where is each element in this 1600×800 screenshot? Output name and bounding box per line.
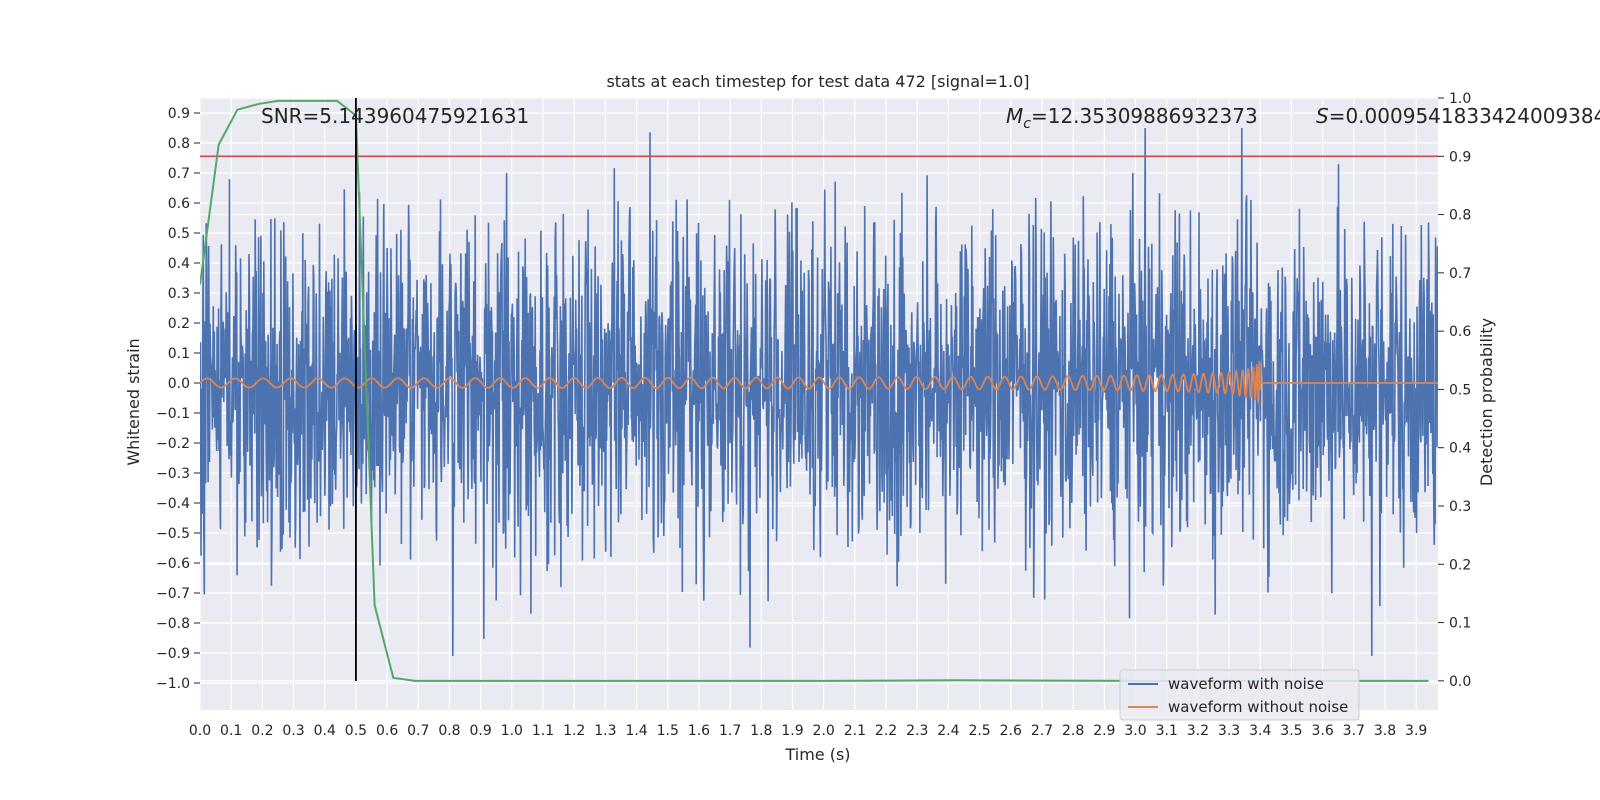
chart-title: stats at each timestep for test data 472… — [606, 72, 1029, 91]
x-tick-label: 3.9 — [1405, 723, 1427, 739]
y-right-tick-label: 1.0 — [1449, 91, 1471, 107]
x-tick-label: 2.1 — [844, 723, 866, 739]
y-left-tick-label: −0.4 — [156, 496, 190, 512]
y-left-tick-label: −0.8 — [156, 616, 190, 632]
x-tick-label: 1.0 — [501, 723, 523, 739]
chirp-mass-annotation: Mc=12.35309886932373 — [1006, 104, 1258, 132]
x-tick-label: 0.2 — [251, 723, 273, 739]
x-tick-label: 1.6 — [688, 723, 710, 739]
series-waveform-with-noise — [200, 127, 1438, 657]
x-tick-label: 2.6 — [1000, 723, 1022, 739]
y-left-tick-label: −0.7 — [156, 586, 190, 602]
y-right-tick-label: 0.9 — [1449, 149, 1471, 165]
y-left-tick-label: 0.8 — [168, 136, 190, 152]
x-tick-label: 1.8 — [750, 723, 772, 739]
snr-annotation: SNR=5.143960475921631 — [261, 104, 529, 128]
x-tick-label: 2.4 — [937, 723, 959, 739]
y-left-tick-label: 0.7 — [168, 166, 190, 182]
x-tick-label: 1.2 — [563, 723, 585, 739]
y-right-tick-label: 0.4 — [1449, 441, 1471, 457]
y-axis-right: 1.0 0.9 0.8 0.7 0.6 0.5 0.4 0.3 0.2 0.1 0.0 — [1438, 91, 1471, 690]
x-tick-label: 1.5 — [657, 723, 679, 739]
x-tick-label: 0.9 — [470, 723, 492, 739]
y-right-tick-label: 0.7 — [1449, 266, 1471, 282]
y-left-tick-label: −0.5 — [156, 526, 190, 542]
y-right-tick-label: 0.8 — [1449, 208, 1471, 224]
legend: waveform with noise waveform without nois… — [1119, 669, 1360, 721]
x-tick-label: 3.4 — [1249, 723, 1271, 739]
x-tick-label: 3.0 — [1124, 723, 1146, 739]
y-left-tick-label: −0.6 — [156, 556, 190, 572]
x-axis-label: Time (s) — [784, 745, 850, 764]
x-tick-label: 1.1 — [532, 723, 554, 739]
series-waveform-without-noise — [200, 360, 1438, 404]
x-tick-label: 2.9 — [1093, 723, 1115, 739]
y-right-tick-label: 0.1 — [1449, 616, 1471, 632]
x-tick-label: 2.2 — [875, 723, 897, 739]
x-tick-label: 3.1 — [1156, 723, 1178, 739]
x-tick-label: 3.8 — [1374, 723, 1396, 739]
y-left-tick-label: 0.4 — [168, 256, 190, 272]
y-right-tick-label: 0.3 — [1449, 499, 1471, 515]
x-tick-label: 0.6 — [376, 723, 398, 739]
y-left-tick-label: −0.3 — [156, 466, 190, 482]
y-left-tick-label: 0.9 — [168, 106, 190, 122]
y-left-tick-label: 0.2 — [168, 316, 190, 332]
y-right-tick-label: 0.6 — [1449, 324, 1471, 340]
x-tick-label: 2.0 — [813, 723, 835, 739]
x-tick-label: 1.7 — [719, 723, 741, 739]
x-axis: 0.0 0.1 0.2 0.3 0.4 0.5 0.6 0.7 0.8 0.9 1.0 1.1 1.2 1… — [189, 723, 1427, 739]
x-tick-label: 2.3 — [906, 723, 928, 739]
y-right-tick-label: 0.2 — [1449, 557, 1471, 573]
y-axis-right-label: Detection probability — [1477, 318, 1496, 486]
x-tick-label: 0.0 — [189, 723, 211, 739]
x-tick-label: 2.5 — [968, 723, 990, 739]
legend-label: waveform with noise — [1168, 675, 1324, 693]
y-right-tick-label: 0.5 — [1449, 382, 1471, 398]
y-axis-left: 0.9 0.8 0.7 0.6 0.5 0.4 0.3 0.2 0.1 0.0 −0.1 −0.2 −0… — [156, 106, 200, 692]
legend-label: waveform without noise — [1168, 698, 1348, 716]
x-tick-label: 1.9 — [781, 723, 803, 739]
y-right-tick-label: 0.0 — [1449, 674, 1471, 690]
y-left-tick-label: 0.5 — [168, 226, 190, 242]
y-left-tick-label: 0.6 — [168, 196, 190, 212]
y-left-tick-label: −0.9 — [156, 646, 190, 662]
x-tick-label: 3.5 — [1280, 723, 1302, 739]
x-tick-label: 0.4 — [314, 723, 336, 739]
y-axis-left-label: Whitened strain — [124, 338, 143, 465]
y-left-tick-label: −1.0 — [156, 676, 190, 692]
x-tick-label: 1.4 — [625, 723, 647, 739]
y-left-tick-label: 0.1 — [168, 346, 190, 362]
s-annotation: S=0.0009541833424009384 — [1316, 104, 1600, 128]
x-tick-label: 1.3 — [594, 723, 616, 739]
x-tick-label: 3.6 — [1311, 723, 1333, 739]
x-tick-label: 0.7 — [407, 723, 429, 739]
x-tick-label: 0.3 — [282, 723, 304, 739]
x-tick-label: 0.5 — [345, 723, 367, 739]
x-tick-label: 3.3 — [1218, 723, 1240, 739]
y-left-tick-label: −0.1 — [156, 406, 190, 422]
x-tick-label: 3.7 — [1343, 723, 1365, 739]
y-left-tick-label: 0.3 — [168, 286, 190, 302]
x-tick-label: 2.7 — [1031, 723, 1053, 739]
plot-area — [199, 97, 1438, 710]
y-left-tick-label: 0.0 — [168, 376, 190, 392]
y-left-tick-label: −0.2 — [156, 436, 190, 452]
legend-box — [1119, 669, 1360, 721]
x-tick-label: 3.2 — [1187, 723, 1209, 739]
x-tick-label: 0.8 — [438, 723, 460, 739]
x-tick-label: 0.1 — [220, 723, 242, 739]
x-tick-label: 2.8 — [1062, 723, 1084, 739]
